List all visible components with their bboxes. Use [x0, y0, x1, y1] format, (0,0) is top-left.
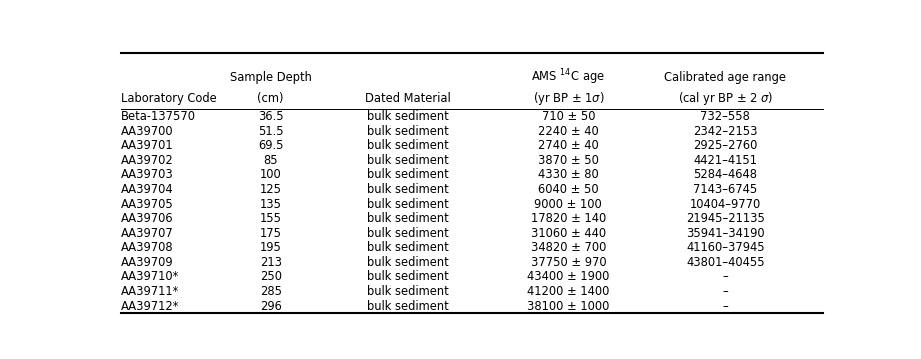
Text: bulk sediment: bulk sediment	[367, 241, 449, 255]
Text: 195: 195	[260, 241, 282, 255]
Text: 135: 135	[260, 198, 282, 211]
Text: bulk sediment: bulk sediment	[367, 256, 449, 269]
Text: (yr BP $\pm$ 1$\sigma$): (yr BP $\pm$ 1$\sigma$)	[532, 90, 604, 107]
Text: –: –	[723, 285, 729, 298]
Text: 41160–37945: 41160–37945	[686, 241, 764, 255]
Text: 31060 ± 440: 31060 ± 440	[530, 227, 606, 240]
Text: 155: 155	[260, 212, 282, 225]
Text: AA39702: AA39702	[121, 154, 173, 167]
Text: 43801–40455: 43801–40455	[686, 256, 764, 269]
Text: 17820 ± 140: 17820 ± 140	[530, 212, 606, 225]
Text: AA39711*: AA39711*	[121, 285, 179, 298]
Text: AA39708: AA39708	[121, 241, 173, 255]
Text: 3870 ± 50: 3870 ± 50	[538, 154, 599, 167]
Text: bulk sediment: bulk sediment	[367, 125, 449, 138]
Text: bulk sediment: bulk sediment	[367, 198, 449, 211]
Text: AA39712*: AA39712*	[121, 300, 180, 313]
Text: –: –	[723, 300, 729, 313]
Text: bulk sediment: bulk sediment	[367, 110, 449, 123]
Text: 5284–4648: 5284–4648	[694, 168, 757, 182]
Text: Laboratory Code: Laboratory Code	[121, 92, 216, 105]
Text: 732–558: 732–558	[701, 110, 751, 123]
Text: 37750 ± 970: 37750 ± 970	[530, 256, 606, 269]
Text: AA39700: AA39700	[121, 125, 173, 138]
Text: 2240 ± 40: 2240 ± 40	[538, 125, 599, 138]
Text: 43400 ± 1900: 43400 ± 1900	[527, 270, 610, 284]
Text: 285: 285	[260, 285, 282, 298]
Text: 296: 296	[260, 300, 282, 313]
Text: 6040 ± 50: 6040 ± 50	[538, 183, 599, 196]
Text: 4421–4151: 4421–4151	[694, 154, 757, 167]
Text: 35941–34190: 35941–34190	[686, 227, 764, 240]
Text: 10404–9770: 10404–9770	[690, 198, 761, 211]
Text: (cm): (cm)	[258, 92, 284, 105]
Text: AA39707: AA39707	[121, 227, 173, 240]
Text: 69.5: 69.5	[258, 139, 284, 152]
Text: –: –	[723, 270, 729, 284]
Text: 9000 ± 100: 9000 ± 100	[534, 198, 602, 211]
Text: Beta-137570: Beta-137570	[121, 110, 196, 123]
Text: 36.5: 36.5	[258, 110, 284, 123]
Text: 34820 ± 700: 34820 ± 700	[530, 241, 606, 255]
Text: AA39706: AA39706	[121, 212, 173, 225]
Text: 41200 ± 1400: 41200 ± 1400	[527, 285, 610, 298]
Text: AA39705: AA39705	[121, 198, 173, 211]
Text: AA39703: AA39703	[121, 168, 173, 182]
Text: 2342–2153: 2342–2153	[694, 125, 758, 138]
Text: bulk sediment: bulk sediment	[367, 183, 449, 196]
Text: 175: 175	[260, 227, 282, 240]
Text: bulk sediment: bulk sediment	[367, 270, 449, 284]
Text: bulk sediment: bulk sediment	[367, 168, 449, 182]
Text: bulk sediment: bulk sediment	[367, 227, 449, 240]
Text: 100: 100	[260, 168, 282, 182]
Text: bulk sediment: bulk sediment	[367, 300, 449, 313]
Text: 4330 ± 80: 4330 ± 80	[538, 168, 599, 182]
Text: bulk sediment: bulk sediment	[367, 154, 449, 167]
Text: 7143–6745: 7143–6745	[694, 183, 758, 196]
Text: 2925–2760: 2925–2760	[694, 139, 758, 152]
Text: 125: 125	[260, 183, 282, 196]
Text: AA39701: AA39701	[121, 139, 173, 152]
Text: Dated Material: Dated Material	[365, 92, 450, 105]
Text: 21945–21135: 21945–21135	[686, 212, 764, 225]
Text: AA39710*: AA39710*	[121, 270, 179, 284]
Text: bulk sediment: bulk sediment	[367, 139, 449, 152]
Text: AA39709: AA39709	[121, 256, 173, 269]
Text: 2740 ± 40: 2740 ± 40	[538, 139, 599, 152]
Text: AMS $^{14}$C age: AMS $^{14}$C age	[531, 68, 605, 88]
Text: AA39704: AA39704	[121, 183, 173, 196]
Text: bulk sediment: bulk sediment	[367, 212, 449, 225]
Text: 85: 85	[263, 154, 278, 167]
Text: bulk sediment: bulk sediment	[367, 285, 449, 298]
Text: (cal yr BP $\pm$ 2 $\sigma$): (cal yr BP $\pm$ 2 $\sigma$)	[678, 90, 773, 107]
Text: 250: 250	[260, 270, 282, 284]
Text: 710 ± 50: 710 ± 50	[542, 110, 595, 123]
Text: 213: 213	[260, 256, 282, 269]
Text: Calibrated age range: Calibrated age range	[664, 71, 787, 84]
Text: Sample Depth: Sample Depth	[230, 71, 311, 84]
Text: 51.5: 51.5	[258, 125, 284, 138]
Text: 38100 ± 1000: 38100 ± 1000	[527, 300, 610, 313]
